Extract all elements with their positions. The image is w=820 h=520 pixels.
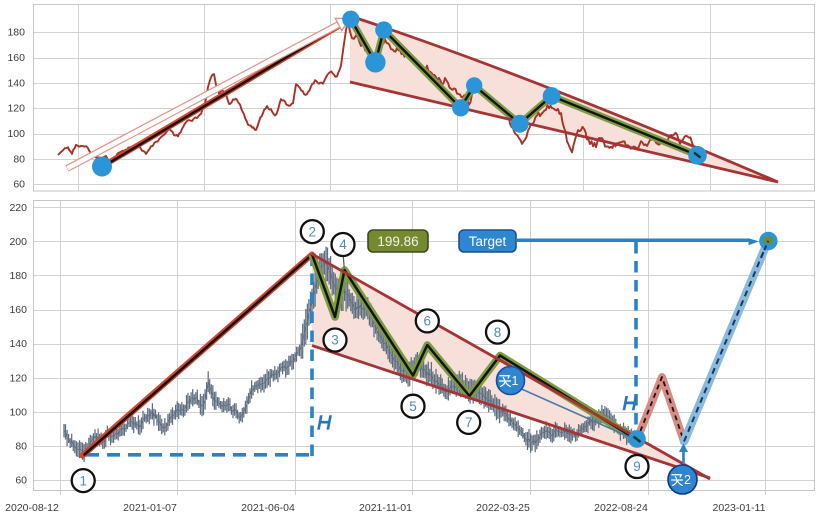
svg-text:180: 180 <box>7 27 25 39</box>
svg-text:140: 140 <box>9 338 27 350</box>
svg-text:2021-01-07: 2021-01-07 <box>123 502 177 514</box>
svg-text:9: 9 <box>633 459 641 474</box>
svg-text:7: 7 <box>465 415 473 430</box>
svg-text:4: 4 <box>339 237 347 252</box>
svg-text:80: 80 <box>13 153 25 165</box>
svg-text:6: 6 <box>424 314 432 329</box>
svg-text:2023-01-11: 2023-01-11 <box>713 502 766 514</box>
svg-text:100: 100 <box>7 128 25 140</box>
svg-text:2: 2 <box>684 473 691 487</box>
svg-text:199.86: 199.86 <box>377 234 418 249</box>
svg-text:220: 220 <box>9 202 27 214</box>
svg-text:160: 160 <box>7 52 25 64</box>
svg-text:2020-08-12: 2020-08-12 <box>5 502 59 514</box>
svg-text:160: 160 <box>9 304 27 316</box>
svg-text:8: 8 <box>494 325 502 340</box>
svg-text:80: 80 <box>15 441 27 453</box>
svg-text:2021-11-01: 2021-11-01 <box>359 502 412 514</box>
svg-text:2: 2 <box>309 224 317 239</box>
svg-text:2021-06-04: 2021-06-04 <box>241 502 295 514</box>
svg-text:60: 60 <box>13 179 25 191</box>
svg-text:1: 1 <box>79 473 87 488</box>
svg-text:2022-03-25: 2022-03-25 <box>476 502 530 514</box>
svg-text:180: 180 <box>9 270 27 282</box>
svg-text:Target: Target <box>469 234 507 249</box>
svg-text:200: 200 <box>9 236 27 248</box>
svg-text:5: 5 <box>409 399 417 414</box>
svg-text:1: 1 <box>512 374 519 388</box>
svg-text:100: 100 <box>9 406 27 418</box>
svg-text:140: 140 <box>7 77 25 89</box>
svg-text:120: 120 <box>7 103 25 115</box>
svg-text:3: 3 <box>331 333 339 348</box>
svg-text:60: 60 <box>15 475 27 487</box>
svg-text:2022-08-24: 2022-08-24 <box>594 502 648 514</box>
svg-text:120: 120 <box>9 372 27 384</box>
